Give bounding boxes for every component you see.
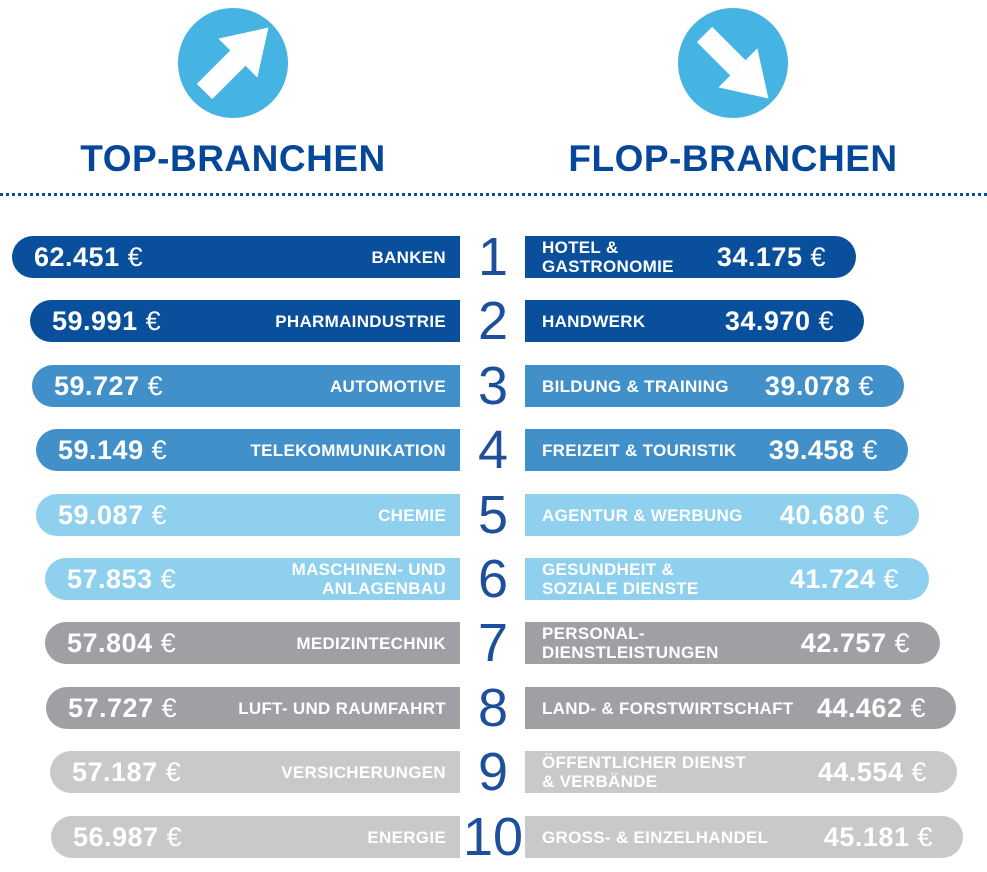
rank-label: 10 (462, 807, 524, 867)
bar-currency: € (802, 241, 826, 272)
bar-value: 57.727 € (68, 692, 178, 723)
flop-branchen-header: FLOP-BRANCHEN (538, 6, 928, 180)
bar-currency: € (143, 499, 168, 530)
top-bar-rank-2: 59.991 € PHARMAINDUSTRIE (30, 300, 460, 342)
arrow-down-right-icon (677, 7, 789, 119)
bar-currency: € (875, 563, 899, 594)
flop-bar-rank-6: GESUNDHEIT & SOZIALE DIENSTE 41.724 € (525, 558, 929, 600)
bar-value: 42.757 € (800, 627, 910, 658)
bar-currency: € (886, 627, 910, 658)
bar-currency: € (119, 241, 144, 272)
bar-label: FREIZEIT & TOURISTIK (542, 440, 737, 460)
bar-value: 57.804 € (67, 627, 177, 658)
bar-currency: € (158, 821, 183, 852)
flop-bar-rank-5: AGENTUR & WERBUNG 40.680 € (525, 494, 919, 536)
flop-bar-rank-1: HOTEL & GASTRONOMIE 34.175 € (525, 236, 856, 278)
flop-bar-rank-10: GROSS- & EINZELHANDEL 45.181 € (525, 816, 963, 858)
rank-label: 4 (477, 420, 509, 480)
bar-currency: € (137, 305, 162, 336)
top-bar-rank-7: 57.804 € MEDIZINTECHNIK (45, 622, 460, 664)
bar-value: 39.458 € (768, 434, 878, 465)
top-branchen-title: TOP-BRANCHEN (80, 138, 386, 179)
top-branchen-header: TOP-BRANCHEN (38, 6, 428, 180)
bar-label: PERSONAL- DIENSTLEISTUNGEN (542, 624, 719, 662)
bar-currency: € (909, 821, 933, 852)
rank-label: 5 (477, 485, 509, 545)
bar-label: HOTEL & GASTRONOMIE (542, 238, 674, 276)
bar-currency: € (850, 370, 874, 401)
bar-currency: € (157, 756, 182, 787)
bar-label: LAND- & FORSTWIRTSCHAFT (542, 698, 794, 718)
top-bar-rank-10: 56.987 € ENERGIE (51, 816, 460, 858)
bar-value: 57.187 € (72, 756, 182, 787)
bar-value: 44.462 € (816, 692, 926, 723)
bar-label: GESUNDHEIT & SOZIALE DIENSTE (542, 560, 699, 598)
top-bar-rank-4: 59.149 € TELEKOMMUNIKATION (36, 429, 460, 471)
bar-value: 44.554 € (817, 756, 927, 787)
bar-label: MEDIZINTECHNIK (296, 633, 446, 653)
bar-label: AUTOMOTIVE (329, 376, 446, 396)
flop-branchen-title: FLOP-BRANCHEN (568, 138, 898, 179)
rank-label: 8 (477, 678, 509, 738)
bar-label: BILDUNG & TRAINING (542, 376, 729, 396)
bar-label: PHARMAINDUSTRIE (275, 311, 446, 331)
bar-value: 41.724 € (789, 563, 899, 594)
arrow-up-right-icon (177, 7, 289, 119)
top-bar-rank-5: 59.087 € CHEMIE (36, 494, 460, 536)
bar-currency: € (865, 499, 889, 530)
bar-currency: € (902, 692, 926, 723)
top-bar-rank-8: 57.727 € LUFT- UND RAUMFAHRT (46, 687, 460, 729)
bar-label: MASCHINEN- UND ANLAGENBAU (291, 560, 446, 598)
rank-label: 3 (477, 356, 509, 416)
dotted-divider (0, 193, 987, 196)
bar-value: 34.175 € (716, 241, 826, 272)
bar-currency: € (153, 692, 178, 723)
rank-label: 2 (477, 291, 509, 351)
bar-value: 57.853 € (67, 563, 177, 594)
top-bar-rank-3: 59.727 € AUTOMOTIVE (32, 365, 460, 407)
bar-label: ÖFFENTLICHER DIENST & VERBÄNDE (542, 753, 747, 791)
bar-value: 59.087 € (58, 499, 168, 530)
bar-label: AGENTUR & WERBUNG (542, 505, 743, 525)
bar-value: 34.970 € (724, 305, 834, 336)
flop-bar-rank-2: HANDWERK 34.970 € (525, 300, 864, 342)
bar-label: ENERGIE (367, 827, 446, 847)
bar-value: 62.451 € (34, 241, 144, 272)
bar-currency: € (810, 305, 834, 336)
rank-label: 6 (477, 549, 509, 609)
flop-bar-rank-7: PERSONAL- DIENSTLEISTUNGEN 42.757 € (525, 622, 940, 664)
flop-bar-rank-9: ÖFFENTLICHER DIENST & VERBÄNDE 44.554 € (525, 751, 957, 793)
flop-bar-rank-8: LAND- & FORSTWIRTSCHAFT 44.462 € (525, 687, 956, 729)
bar-value: 59.991 € (52, 305, 162, 336)
bar-currency: € (903, 756, 927, 787)
bar-currency: € (854, 434, 878, 465)
bar-currency: € (143, 434, 168, 465)
rank-label: 1 (477, 227, 509, 287)
bar-value: 59.149 € (58, 434, 168, 465)
rank-label: 7 (477, 613, 509, 673)
bar-label: VERSICHERUNGEN (281, 762, 446, 782)
top-bar-rank-9: 57.187 € VERSICHERUNGEN (50, 751, 460, 793)
flop-bar-rank-4: FREIZEIT & TOURISTIK 39.458 € (525, 429, 908, 471)
top-bar-rank-6: 57.853 € MASCHINEN- UND ANLAGENBAU (45, 558, 460, 600)
bar-value: 56.987 € (73, 821, 183, 852)
bar-currency: € (152, 563, 177, 594)
bar-currency: € (139, 370, 164, 401)
bar-label: BANKEN (371, 247, 446, 267)
bar-label: LUFT- UND RAUMFAHRT (238, 698, 446, 718)
bar-currency: € (152, 627, 177, 658)
bar-value: 40.680 € (779, 499, 889, 530)
flop-bar-rank-3: BILDUNG & TRAINING 39.078 € (525, 365, 904, 407)
bar-value: 39.078 € (764, 370, 874, 401)
top-bar-rank-1: 62.451 € BANKEN (12, 236, 460, 278)
bar-label: CHEMIE (378, 505, 446, 525)
bar-label: HANDWERK (542, 311, 646, 331)
bar-label: GROSS- & EINZELHANDEL (542, 827, 769, 847)
rank-label: 9 (477, 742, 509, 802)
bar-label: TELEKOMMUNIKATION (250, 440, 446, 460)
bar-value: 59.727 € (54, 370, 164, 401)
bar-value: 45.181 € (823, 821, 933, 852)
